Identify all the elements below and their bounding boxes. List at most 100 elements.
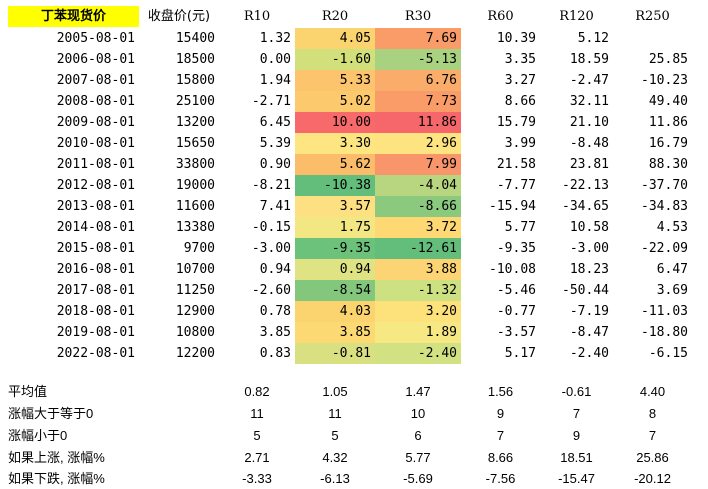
- value-cell-r10[interactable]: 1.32: [259, 31, 291, 46]
- value-cell-r250[interactable]: -11.03: [641, 304, 688, 319]
- summary-value-r120[interactable]: 9: [572, 428, 581, 443]
- value-cell-r250[interactable]: -10.23: [641, 73, 688, 88]
- value-cell-r60[interactable]: 3.27: [504, 73, 536, 88]
- value-cell-r120[interactable]: 23.81: [569, 157, 609, 172]
- summary-value-r250[interactable]: 4.40: [639, 384, 666, 399]
- value-cell-r120[interactable]: 18.23: [569, 262, 609, 277]
- summary-value-r60[interactable]: -7.56: [485, 471, 516, 486]
- value-cell-r10[interactable]: 7.41: [259, 199, 291, 214]
- price-cell[interactable]: 11250: [175, 283, 215, 298]
- price-cell[interactable]: 15800: [175, 73, 215, 88]
- price-cell[interactable]: 12200: [175, 346, 215, 361]
- value-cell-r30[interactable]: 7.69: [375, 28, 461, 49]
- summary-label[interactable]: 如果下跌, 涨幅%: [8, 471, 105, 486]
- value-cell-r10[interactable]: 0.78: [259, 304, 291, 319]
- value-cell-r120[interactable]: -7.19: [569, 304, 609, 319]
- summary-value-r30[interactable]: 10: [410, 406, 426, 421]
- value-cell-r250[interactable]: -18.80: [641, 325, 688, 340]
- summary-value-r30[interactable]: 6: [414, 428, 422, 443]
- value-cell-r10[interactable]: 1.94: [259, 73, 291, 88]
- value-cell-r10[interactable]: 0.00: [259, 52, 291, 67]
- date-cell[interactable]: 2007-08-01: [56, 73, 135, 88]
- price-cell[interactable]: 13200: [175, 115, 215, 130]
- value-cell-r10[interactable]: -0.15: [251, 220, 291, 235]
- summary-value-r120[interactable]: -15.47: [558, 471, 595, 486]
- value-cell-r60[interactable]: -3.57: [496, 325, 536, 340]
- date-cell[interactable]: 2011-08-01: [56, 157, 135, 172]
- value-cell-r250[interactable]: 16.79: [648, 136, 688, 151]
- value-cell-r20[interactable]: -9.35: [295, 238, 375, 259]
- column-header-r20[interactable]: R20: [321, 9, 349, 24]
- value-cell-r250[interactable]: 88.30: [648, 157, 688, 172]
- summary-value-r250[interactable]: 7: [648, 428, 657, 443]
- summary-value-r20[interactable]: 1.05: [322, 384, 348, 399]
- summary-value-r20[interactable]: -6.13: [320, 471, 350, 486]
- value-cell-r120[interactable]: -8.48: [569, 136, 609, 151]
- value-cell-r120[interactable]: 18.59: [569, 52, 609, 67]
- date-cell[interactable]: 2016-08-01: [56, 262, 135, 277]
- summary-value-r30[interactable]: -5.69: [403, 471, 433, 486]
- summary-value-r250[interactable]: 8: [648, 406, 657, 421]
- summary-value-r30[interactable]: 1.47: [405, 384, 431, 399]
- summary-value-r250[interactable]: 25.86: [636, 450, 669, 465]
- value-cell-r30[interactable]: 1.89: [375, 322, 461, 343]
- value-cell-r20[interactable]: 0.94: [295, 259, 375, 280]
- value-cell-r20[interactable]: 5.62: [295, 154, 375, 175]
- value-cell-r10[interactable]: -2.60: [251, 283, 291, 298]
- value-cell-r250[interactable]: 25.85: [648, 52, 688, 67]
- price-cell[interactable]: 10800: [175, 325, 215, 340]
- value-cell-r30[interactable]: -12.61: [375, 238, 461, 259]
- value-cell-r120[interactable]: -2.40: [569, 346, 609, 361]
- value-cell-r120[interactable]: 5.12: [577, 31, 609, 46]
- summary-label[interactable]: 涨幅大于等于0: [8, 406, 94, 421]
- value-cell-r60[interactable]: 21.58: [496, 157, 536, 172]
- value-cell-r30[interactable]: 7.99: [375, 154, 461, 175]
- value-cell-r10[interactable]: -2.71: [251, 94, 291, 109]
- value-cell-r60[interactable]: 15.79: [496, 115, 536, 130]
- value-cell-r250[interactable]: 3.69: [656, 283, 688, 298]
- summary-value-r120[interactable]: -0.61: [561, 384, 592, 399]
- summary-value-r20[interactable]: 5: [331, 428, 339, 443]
- value-cell-r120[interactable]: -2.47: [569, 73, 609, 88]
- date-cell[interactable]: 2014-08-01: [56, 220, 135, 235]
- value-cell-r30[interactable]: 6.76: [375, 70, 461, 91]
- value-cell-r60[interactable]: -9.35: [496, 241, 536, 256]
- value-cell-r250[interactable]: -34.83: [641, 199, 688, 214]
- summary-label[interactable]: 如果上涨, 涨幅%: [8, 450, 105, 465]
- value-cell-r20[interactable]: 5.33: [295, 70, 375, 91]
- value-cell-r60[interactable]: -15.94: [489, 199, 536, 214]
- value-cell-r60[interactable]: -0.77: [496, 304, 536, 319]
- value-cell-r250[interactable]: 11.86: [648, 115, 688, 130]
- value-cell-r250[interactable]: [613, 28, 692, 49]
- date-cell[interactable]: 2013-08-01: [56, 199, 135, 214]
- price-cell[interactable]: 11600: [175, 199, 215, 214]
- column-header-r60[interactable]: R60: [487, 9, 514, 24]
- date-cell[interactable]: 2012-08-01: [56, 178, 135, 193]
- value-cell-r10[interactable]: 0.90: [259, 157, 291, 172]
- value-cell-r120[interactable]: -8.47: [569, 325, 609, 340]
- price-cell[interactable]: 18500: [175, 52, 215, 67]
- date-cell[interactable]: 2022-08-01: [56, 346, 135, 361]
- value-cell-r30[interactable]: -2.40: [375, 343, 461, 364]
- date-cell[interactable]: 2010-08-01: [56, 136, 135, 151]
- value-cell-r30[interactable]: -5.13: [375, 49, 461, 70]
- value-cell-r60[interactable]: 3.99: [504, 136, 536, 151]
- price-cell[interactable]: 12900: [175, 304, 215, 319]
- summary-value-r10[interactable]: -3.33: [242, 471, 272, 486]
- value-cell-r20[interactable]: 1.75: [295, 217, 375, 238]
- value-cell-r10[interactable]: -3.00: [251, 241, 291, 256]
- price-header[interactable]: 收盘价(元): [147, 9, 211, 24]
- summary-value-r10[interactable]: 11: [250, 406, 264, 421]
- value-cell-r120[interactable]: 32.11: [569, 94, 609, 109]
- column-header-r30[interactable]: R30: [404, 9, 432, 24]
- value-cell-r30[interactable]: 2.96: [375, 133, 461, 154]
- summary-value-r60[interactable]: 1.56: [487, 384, 514, 399]
- value-cell-r20[interactable]: -0.81: [295, 343, 375, 364]
- date-cell[interactable]: 2017-08-01: [56, 283, 135, 298]
- summary-label[interactable]: 涨幅小于0: [8, 428, 68, 443]
- value-cell-r60[interactable]: 5.17: [504, 346, 536, 361]
- summary-value-r60[interactable]: 7: [496, 428, 505, 443]
- value-cell-r20[interactable]: 3.85: [295, 322, 375, 343]
- value-cell-r10[interactable]: 6.45: [259, 115, 291, 130]
- value-cell-r120[interactable]: -34.65: [562, 199, 609, 214]
